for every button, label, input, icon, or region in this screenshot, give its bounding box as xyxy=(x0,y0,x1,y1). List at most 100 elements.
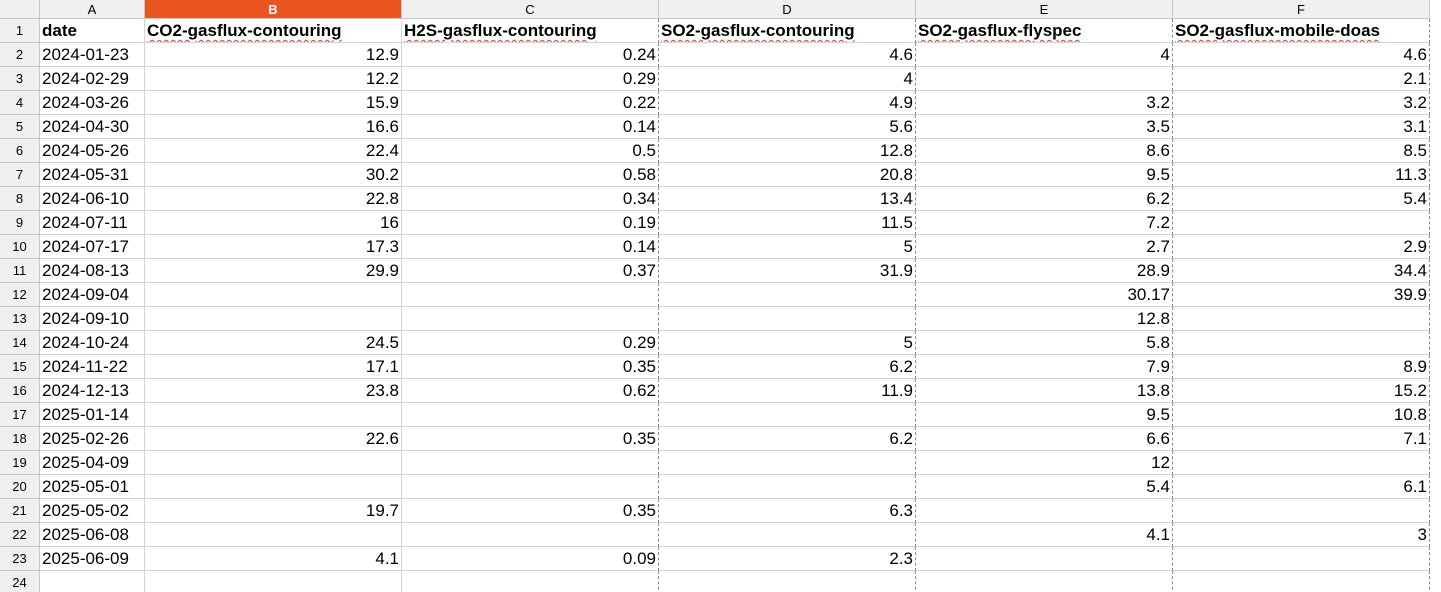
cell-b7[interactable]: 30.2 xyxy=(145,163,402,187)
cell-b15[interactable]: 17.1 xyxy=(145,355,402,379)
cell-d12[interactable] xyxy=(659,283,916,307)
cell-e18[interactable]: 6.6 xyxy=(916,427,1173,451)
cell-c20[interactable] xyxy=(402,475,659,499)
cell-c14[interactable]: 0.29 xyxy=(402,331,659,355)
cell-a19[interactable]: 2025-04-09 xyxy=(40,451,145,475)
cell-a11[interactable]: 2024-08-13 xyxy=(40,259,145,283)
cell-e5[interactable]: 3.5 xyxy=(916,115,1173,139)
cell-a21[interactable]: 2025-05-02 xyxy=(40,499,145,523)
row-header-3[interactable]: 3 xyxy=(0,67,40,91)
cell-c11[interactable]: 0.37 xyxy=(402,259,659,283)
cell-b5[interactable]: 16.6 xyxy=(145,115,402,139)
cell-b11[interactable]: 29.9 xyxy=(145,259,402,283)
row-header-5[interactable]: 5 xyxy=(0,115,40,139)
cell-b13[interactable] xyxy=(145,307,402,331)
cell-b24[interactable] xyxy=(145,571,402,592)
cell-d3[interactable]: 4 xyxy=(659,67,916,91)
cell-b3[interactable]: 12.2 xyxy=(145,67,402,91)
cell-e12[interactable]: 30.17 xyxy=(916,283,1173,307)
cell-c13[interactable] xyxy=(402,307,659,331)
cell-e17[interactable]: 9.5 xyxy=(916,403,1173,427)
column-header-e[interactable]: E xyxy=(916,0,1173,19)
row-header-1[interactable]: 1 xyxy=(0,19,40,43)
row-header-9[interactable]: 9 xyxy=(0,211,40,235)
cell-c16[interactable]: 0.62 xyxy=(402,379,659,403)
column-header-c[interactable]: C xyxy=(402,0,659,19)
cell-f1[interactable]: SO2-gasflux-mobile-doas xyxy=(1173,19,1430,43)
cell-c1[interactable]: H2S-gasflux-contouring xyxy=(402,19,659,43)
cell-e23[interactable] xyxy=(916,547,1173,571)
row-header-20[interactable]: 20 xyxy=(0,475,40,499)
cell-e19[interactable]: 12 xyxy=(916,451,1173,475)
cell-e2[interactable]: 4 xyxy=(916,43,1173,67)
row-header-2[interactable]: 2 xyxy=(0,43,40,67)
cell-f22[interactable]: 3 xyxy=(1173,523,1430,547)
cell-a3[interactable]: 2024-02-29 xyxy=(40,67,145,91)
row-header-11[interactable]: 11 xyxy=(0,259,40,283)
cell-b1[interactable]: CO2-gasflux-contouring xyxy=(145,19,402,43)
cell-c6[interactable]: 0.5 xyxy=(402,139,659,163)
row-header-19[interactable]: 19 xyxy=(0,451,40,475)
cell-e21[interactable] xyxy=(916,499,1173,523)
cell-f23[interactable] xyxy=(1173,547,1430,571)
cell-a5[interactable]: 2024-04-30 xyxy=(40,115,145,139)
cell-b21[interactable]: 19.7 xyxy=(145,499,402,523)
column-header-d[interactable]: D xyxy=(659,0,916,19)
row-header-21[interactable]: 21 xyxy=(0,499,40,523)
cell-b18[interactable]: 22.6 xyxy=(145,427,402,451)
cell-e16[interactable]: 13.8 xyxy=(916,379,1173,403)
cell-e24[interactable] xyxy=(916,571,1173,592)
cell-d14[interactable]: 5 xyxy=(659,331,916,355)
cell-a23[interactable]: 2025-06-09 xyxy=(40,547,145,571)
cell-f5[interactable]: 3.1 xyxy=(1173,115,1430,139)
row-header-18[interactable]: 18 xyxy=(0,427,40,451)
cell-a14[interactable]: 2024-10-24 xyxy=(40,331,145,355)
cell-b8[interactable]: 22.8 xyxy=(145,187,402,211)
cell-f11[interactable]: 34.4 xyxy=(1173,259,1430,283)
cell-b9[interactable]: 16 xyxy=(145,211,402,235)
cell-c18[interactable]: 0.35 xyxy=(402,427,659,451)
cell-d8[interactable]: 13.4 xyxy=(659,187,916,211)
cell-f12[interactable]: 39.9 xyxy=(1173,283,1430,307)
cell-f19[interactable] xyxy=(1173,451,1430,475)
cell-c5[interactable]: 0.14 xyxy=(402,115,659,139)
cell-a13[interactable]: 2024-09-10 xyxy=(40,307,145,331)
cell-c2[interactable]: 0.24 xyxy=(402,43,659,67)
cell-f17[interactable]: 10.8 xyxy=(1173,403,1430,427)
cell-d17[interactable] xyxy=(659,403,916,427)
cell-f20[interactable]: 6.1 xyxy=(1173,475,1430,499)
row-header-7[interactable]: 7 xyxy=(0,163,40,187)
cell-f2[interactable]: 4.6 xyxy=(1173,43,1430,67)
cell-e14[interactable]: 5.8 xyxy=(916,331,1173,355)
row-header-23[interactable]: 23 xyxy=(0,547,40,571)
cell-b6[interactable]: 22.4 xyxy=(145,139,402,163)
cell-e13[interactable]: 12.8 xyxy=(916,307,1173,331)
cell-f24[interactable] xyxy=(1173,571,1430,592)
cell-e6[interactable]: 8.6 xyxy=(916,139,1173,163)
row-header-4[interactable]: 4 xyxy=(0,91,40,115)
cell-e4[interactable]: 3.2 xyxy=(916,91,1173,115)
cell-d16[interactable]: 11.9 xyxy=(659,379,916,403)
cell-b22[interactable] xyxy=(145,523,402,547)
cell-f18[interactable]: 7.1 xyxy=(1173,427,1430,451)
row-header-8[interactable]: 8 xyxy=(0,187,40,211)
cell-d15[interactable]: 6.2 xyxy=(659,355,916,379)
cell-a18[interactable]: 2025-02-26 xyxy=(40,427,145,451)
cell-f3[interactable]: 2.1 xyxy=(1173,67,1430,91)
cell-d21[interactable]: 6.3 xyxy=(659,499,916,523)
cell-d23[interactable]: 2.3 xyxy=(659,547,916,571)
cell-d11[interactable]: 31.9 xyxy=(659,259,916,283)
row-header-12[interactable]: 12 xyxy=(0,283,40,307)
row-header-17[interactable]: 17 xyxy=(0,403,40,427)
cell-b17[interactable] xyxy=(145,403,402,427)
cell-f8[interactable]: 5.4 xyxy=(1173,187,1430,211)
row-header-15[interactable]: 15 xyxy=(0,355,40,379)
cell-a4[interactable]: 2024-03-26 xyxy=(40,91,145,115)
cell-a10[interactable]: 2024-07-17 xyxy=(40,235,145,259)
cell-b23[interactable]: 4.1 xyxy=(145,547,402,571)
cell-c19[interactable] xyxy=(402,451,659,475)
cell-a17[interactable]: 2025-01-14 xyxy=(40,403,145,427)
cell-d1[interactable]: SO2-gasflux-contouring xyxy=(659,19,916,43)
cell-a1[interactable]: date xyxy=(40,19,145,43)
